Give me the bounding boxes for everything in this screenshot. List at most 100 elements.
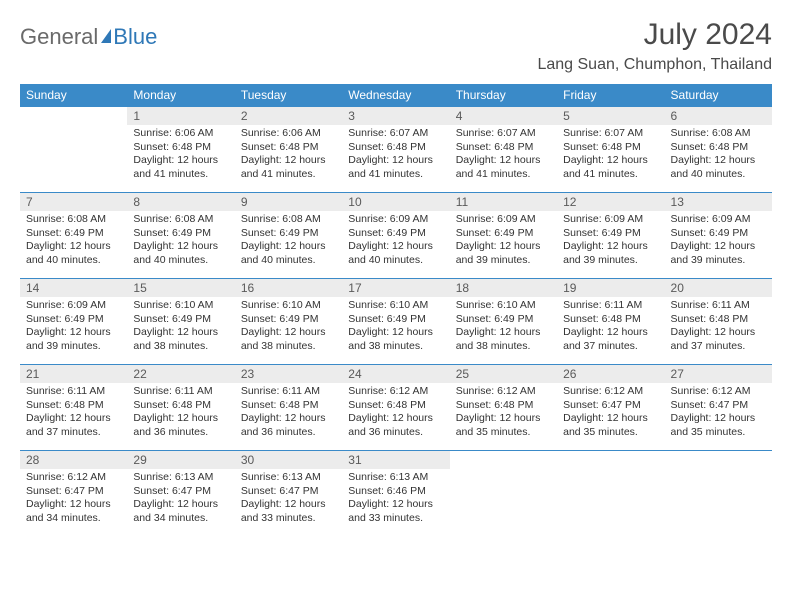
- day-number: 8: [127, 193, 234, 211]
- calendar-day-cell: 14Sunrise: 6:09 AMSunset: 6:49 PMDayligh…: [20, 279, 127, 365]
- calendar-day-cell: 13Sunrise: 6:09 AMSunset: 6:49 PMDayligh…: [665, 193, 772, 279]
- daylight-line: Daylight: 12 hours and 39 minutes.: [671, 240, 766, 267]
- day-number: 6: [665, 107, 772, 125]
- sunset-line: Sunset: 6:49 PM: [241, 227, 336, 241]
- calendar-day-cell: 3Sunrise: 6:07 AMSunset: 6:48 PMDaylight…: [342, 107, 449, 193]
- sunset-line: Sunset: 6:48 PM: [26, 399, 121, 413]
- sunset-line: Sunset: 6:48 PM: [563, 141, 658, 155]
- day-details: Sunrise: 6:12 AMSunset: 6:48 PMDaylight:…: [450, 383, 557, 444]
- day-number: 14: [20, 279, 127, 297]
- daylight-line: Daylight: 12 hours and 38 minutes.: [348, 326, 443, 353]
- calendar-day-cell: 23Sunrise: 6:11 AMSunset: 6:48 PMDayligh…: [235, 365, 342, 451]
- calendar-empty-cell: [20, 107, 127, 193]
- daylight-line: Daylight: 12 hours and 39 minutes.: [563, 240, 658, 267]
- sunset-line: Sunset: 6:47 PM: [26, 485, 121, 499]
- daylight-line: Daylight: 12 hours and 33 minutes.: [348, 498, 443, 525]
- sunset-line: Sunset: 6:48 PM: [241, 141, 336, 155]
- day-details: Sunrise: 6:12 AMSunset: 6:47 PMDaylight:…: [20, 469, 127, 530]
- daylight-line: Daylight: 12 hours and 38 minutes.: [133, 326, 228, 353]
- sunrise-line: Sunrise: 6:09 AM: [348, 213, 443, 227]
- daylight-line: Daylight: 12 hours and 41 minutes.: [456, 154, 551, 181]
- day-details: Sunrise: 6:07 AMSunset: 6:48 PMDaylight:…: [342, 125, 449, 186]
- weekday-header: Sunday: [20, 84, 127, 107]
- logo-text-general: General: [20, 24, 98, 50]
- daylight-line: Daylight: 12 hours and 40 minutes.: [26, 240, 121, 267]
- daylight-line: Daylight: 12 hours and 40 minutes.: [348, 240, 443, 267]
- calendar-week-row: 28Sunrise: 6:12 AMSunset: 6:47 PMDayligh…: [20, 451, 772, 537]
- weekday-header: Friday: [557, 84, 664, 107]
- daylight-line: Daylight: 12 hours and 36 minutes.: [133, 412, 228, 439]
- sunset-line: Sunset: 6:48 PM: [563, 313, 658, 327]
- sunset-line: Sunset: 6:49 PM: [133, 313, 228, 327]
- daylight-line: Daylight: 12 hours and 41 minutes.: [563, 154, 658, 181]
- day-number: 1: [127, 107, 234, 125]
- sunset-line: Sunset: 6:48 PM: [133, 399, 228, 413]
- day-details: Sunrise: 6:08 AMSunset: 6:49 PMDaylight:…: [127, 211, 234, 272]
- sunset-line: Sunset: 6:49 PM: [348, 227, 443, 241]
- day-details: Sunrise: 6:11 AMSunset: 6:48 PMDaylight:…: [557, 297, 664, 358]
- sunrise-line: Sunrise: 6:06 AM: [241, 127, 336, 141]
- daylight-line: Daylight: 12 hours and 40 minutes.: [671, 154, 766, 181]
- calendar-day-cell: 26Sunrise: 6:12 AMSunset: 6:47 PMDayligh…: [557, 365, 664, 451]
- daylight-line: Daylight: 12 hours and 37 minutes.: [26, 412, 121, 439]
- day-number: 27: [665, 365, 772, 383]
- calendar-day-cell: 24Sunrise: 6:12 AMSunset: 6:48 PMDayligh…: [342, 365, 449, 451]
- sunset-line: Sunset: 6:48 PM: [456, 399, 551, 413]
- calendar-week-row: 14Sunrise: 6:09 AMSunset: 6:49 PMDayligh…: [20, 279, 772, 365]
- day-details: Sunrise: 6:13 AMSunset: 6:47 PMDaylight:…: [235, 469, 342, 530]
- day-details: Sunrise: 6:08 AMSunset: 6:49 PMDaylight:…: [235, 211, 342, 272]
- day-number: 15: [127, 279, 234, 297]
- day-details: Sunrise: 6:09 AMSunset: 6:49 PMDaylight:…: [557, 211, 664, 272]
- daylight-line: Daylight: 12 hours and 34 minutes.: [26, 498, 121, 525]
- day-number: 4: [450, 107, 557, 125]
- calendar-day-cell: 18Sunrise: 6:10 AMSunset: 6:49 PMDayligh…: [450, 279, 557, 365]
- sunset-line: Sunset: 6:49 PM: [26, 227, 121, 241]
- daylight-line: Daylight: 12 hours and 35 minutes.: [671, 412, 766, 439]
- sunset-line: Sunset: 6:47 PM: [241, 485, 336, 499]
- day-number: 29: [127, 451, 234, 469]
- sunrise-line: Sunrise: 6:12 AM: [456, 385, 551, 399]
- sunset-line: Sunset: 6:47 PM: [133, 485, 228, 499]
- sunrise-line: Sunrise: 6:07 AM: [563, 127, 658, 141]
- day-number: 25: [450, 365, 557, 383]
- day-number: 30: [235, 451, 342, 469]
- day-number: 13: [665, 193, 772, 211]
- logo-text-blue: Blue: [113, 24, 157, 50]
- daylight-line: Daylight: 12 hours and 35 minutes.: [456, 412, 551, 439]
- day-details: Sunrise: 6:10 AMSunset: 6:49 PMDaylight:…: [235, 297, 342, 358]
- day-number: 9: [235, 193, 342, 211]
- weekday-header: Tuesday: [235, 84, 342, 107]
- day-details: Sunrise: 6:09 AMSunset: 6:49 PMDaylight:…: [342, 211, 449, 272]
- sunset-line: Sunset: 6:48 PM: [348, 399, 443, 413]
- sunrise-line: Sunrise: 6:09 AM: [456, 213, 551, 227]
- daylight-line: Daylight: 12 hours and 39 minutes.: [26, 326, 121, 353]
- sunrise-line: Sunrise: 6:11 AM: [241, 385, 336, 399]
- sunset-line: Sunset: 6:49 PM: [241, 313, 336, 327]
- day-details: Sunrise: 6:12 AMSunset: 6:48 PMDaylight:…: [342, 383, 449, 444]
- day-number: 31: [342, 451, 449, 469]
- logo-triangle-icon: [101, 29, 111, 43]
- calendar-week-row: 21Sunrise: 6:11 AMSunset: 6:48 PMDayligh…: [20, 365, 772, 451]
- sunset-line: Sunset: 6:48 PM: [348, 141, 443, 155]
- day-details: Sunrise: 6:06 AMSunset: 6:48 PMDaylight:…: [235, 125, 342, 186]
- sunrise-line: Sunrise: 6:10 AM: [241, 299, 336, 313]
- day-number: 11: [450, 193, 557, 211]
- sunrise-line: Sunrise: 6:10 AM: [133, 299, 228, 313]
- sunset-line: Sunset: 6:48 PM: [133, 141, 228, 155]
- sunrise-line: Sunrise: 6:12 AM: [348, 385, 443, 399]
- sunset-line: Sunset: 6:49 PM: [671, 227, 766, 241]
- sunrise-line: Sunrise: 6:07 AM: [456, 127, 551, 141]
- calendar-day-cell: 25Sunrise: 6:12 AMSunset: 6:48 PMDayligh…: [450, 365, 557, 451]
- calendar-day-cell: 20Sunrise: 6:11 AMSunset: 6:48 PMDayligh…: [665, 279, 772, 365]
- daylight-line: Daylight: 12 hours and 36 minutes.: [241, 412, 336, 439]
- calendar-day-cell: 12Sunrise: 6:09 AMSunset: 6:49 PMDayligh…: [557, 193, 664, 279]
- sunset-line: Sunset: 6:49 PM: [456, 313, 551, 327]
- sunrise-line: Sunrise: 6:10 AM: [348, 299, 443, 313]
- day-number: 26: [557, 365, 664, 383]
- sunset-line: Sunset: 6:47 PM: [563, 399, 658, 413]
- sunset-line: Sunset: 6:49 PM: [563, 227, 658, 241]
- day-details: Sunrise: 6:10 AMSunset: 6:49 PMDaylight:…: [127, 297, 234, 358]
- sunset-line: Sunset: 6:49 PM: [26, 313, 121, 327]
- calendar-day-cell: 9Sunrise: 6:08 AMSunset: 6:49 PMDaylight…: [235, 193, 342, 279]
- sunset-line: Sunset: 6:48 PM: [241, 399, 336, 413]
